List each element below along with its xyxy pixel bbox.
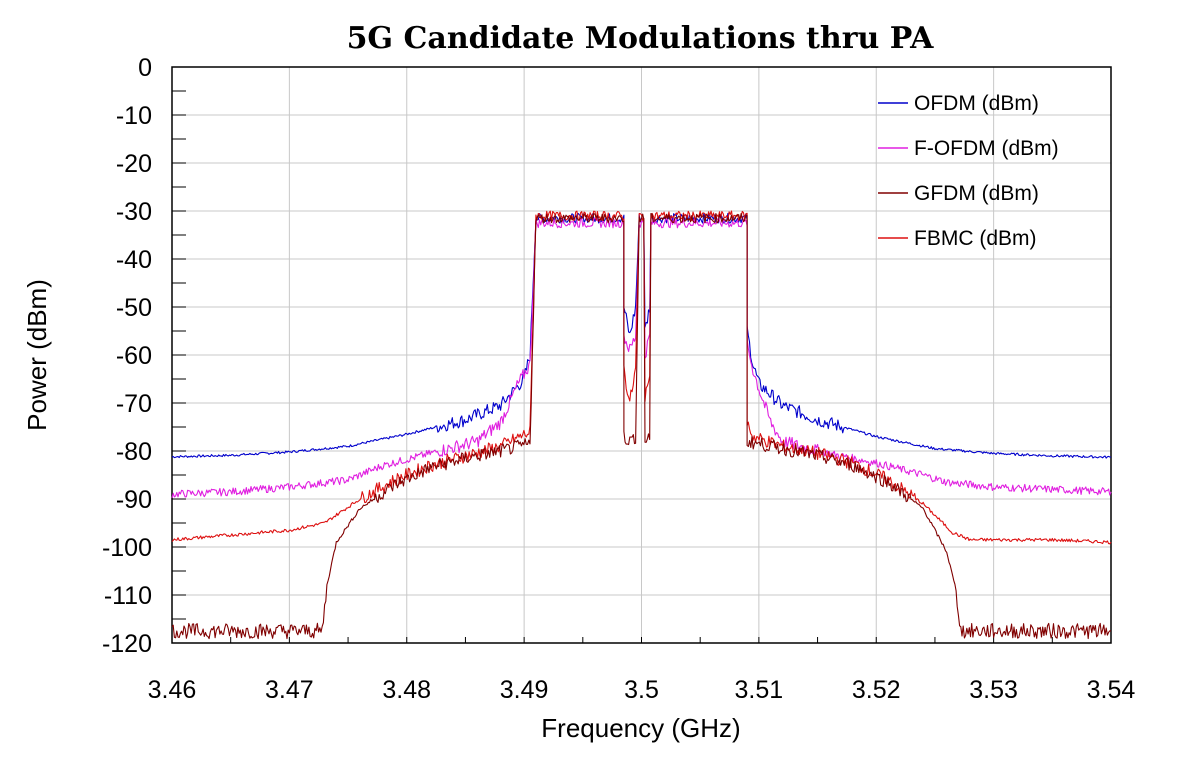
x-tick-label: 3.49	[500, 676, 549, 704]
x-tick-label: 3.54	[1087, 676, 1136, 704]
series-line-2	[171, 212, 1112, 640]
series-layer	[171, 210, 1112, 640]
series-line-3	[171, 210, 1112, 545]
y-tick-label: -10	[116, 102, 152, 130]
legend: OFDM (dBm) F-OFDM (dBm) GFDM (dBm) FBMC (dB…	[878, 92, 1059, 250]
x-tick-label: 3.5	[624, 676, 659, 704]
y-tick-label: -90	[116, 486, 152, 514]
x-tick-label: 3.53	[969, 676, 1018, 704]
legend-label: F-OFDM (dBm)	[914, 137, 1059, 160]
y-tick-label: -120	[102, 630, 152, 658]
x-tick-label: 3.47	[265, 676, 314, 704]
tick-labels: 3.46 3.47 3.48 3.49 3.5 3.51 3.52 3.53 3.54 0 -10 -…	[102, 54, 1135, 704]
x-tick-label: 3.52	[852, 676, 901, 704]
chart-title: 5G Candidate Modulations thru PA	[347, 21, 935, 56]
y-tick-label: -70	[116, 390, 152, 418]
legend-label: FBMC (dBm)	[914, 227, 1037, 250]
y-axis-label: Power (dBm)	[22, 279, 52, 431]
y-tick-label: -30	[116, 198, 152, 226]
y-tick-label: -110	[104, 582, 152, 610]
y-tick-label: -20	[116, 150, 152, 178]
y-tick-label: -100	[102, 534, 152, 562]
y-tick-label: -60	[116, 342, 152, 370]
y-tick-label: -50	[116, 294, 152, 322]
legend-label: OFDM (dBm)	[914, 92, 1039, 115]
y-tick-label: -40	[116, 246, 152, 274]
x-axis-label: Frequency (GHz)	[541, 713, 740, 743]
y-tick-label: 0	[138, 54, 152, 82]
x-tick-label: 3.48	[382, 676, 431, 704]
series-line-1	[171, 217, 1112, 498]
x-tick-label: 3.46	[148, 676, 197, 704]
y-tick-label: -80	[116, 438, 152, 466]
x-tick-label: 3.51	[735, 676, 784, 704]
grid	[172, 67, 1111, 643]
legend-label: GFDM (dBm)	[914, 182, 1039, 205]
axis-ticks	[171, 66, 1112, 644]
